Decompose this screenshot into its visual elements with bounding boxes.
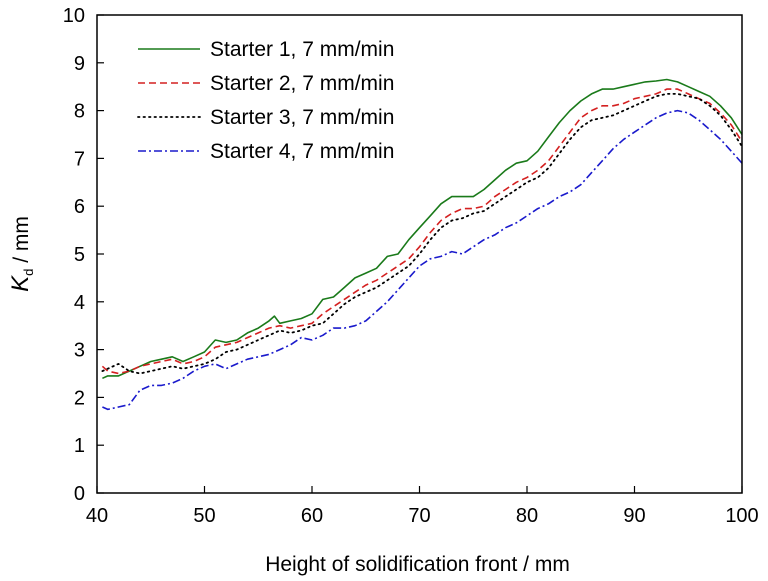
x-axis-label: Height of solidification front / mm [265, 553, 570, 576]
y-tick-label: 3 [74, 340, 85, 362]
series-line-1 [102, 78, 743, 380]
y-tick-label: 4 [74, 292, 85, 314]
x-tick-label: 100 [725, 505, 758, 527]
series-line-3 [101, 93, 743, 375]
series-line-4 [102, 109, 743, 411]
y-axis-label: Kd / mm [7, 216, 36, 292]
y-axis-label-subscript: d [21, 269, 36, 276]
legend-label-3: Starter 3, 7 mm/min [210, 106, 394, 129]
x-tick-label: 80 [516, 505, 538, 527]
y-tick-label: 0 [74, 483, 85, 505]
series-layer [101, 78, 743, 411]
x-axis: 40 50 60 70 80 90 100 [86, 486, 759, 527]
legend-label-2: Starter 2, 7 mm/min [210, 72, 394, 95]
y-axis-label-unit: / mm [10, 216, 33, 269]
y-axis-label-symbol: K [7, 275, 34, 292]
x-tick-label: 70 [408, 505, 430, 527]
y-tick-label: 10 [63, 5, 85, 27]
y-axis: 0 1 2 3 4 5 6 7 8 9 10 [63, 5, 104, 505]
plot-frame [96, 14, 743, 494]
legend-label-4: Starter 4, 7 mm/min [210, 140, 394, 163]
y-tick-label: 5 [74, 244, 85, 266]
y-tick-label: 9 [74, 53, 85, 75]
legend-label-1: Starter 1, 7 mm/min [210, 38, 394, 61]
x-tick-label: 60 [301, 505, 323, 527]
x-tick-label: 40 [86, 505, 108, 527]
x-tick-label: 90 [623, 505, 645, 527]
y-tick-label: 6 [74, 196, 85, 218]
series-line-2 [101, 88, 743, 375]
y-tick-label: 1 [74, 435, 85, 457]
legend: Starter 1, 7 mm/min Starter 2, 7 mm/min St… [137, 38, 394, 163]
x-tick-label: 50 [193, 505, 215, 527]
y-tick-label: 8 [74, 101, 85, 123]
y-tick-label: 2 [74, 387, 85, 409]
y-tick-label: 7 [74, 148, 85, 170]
